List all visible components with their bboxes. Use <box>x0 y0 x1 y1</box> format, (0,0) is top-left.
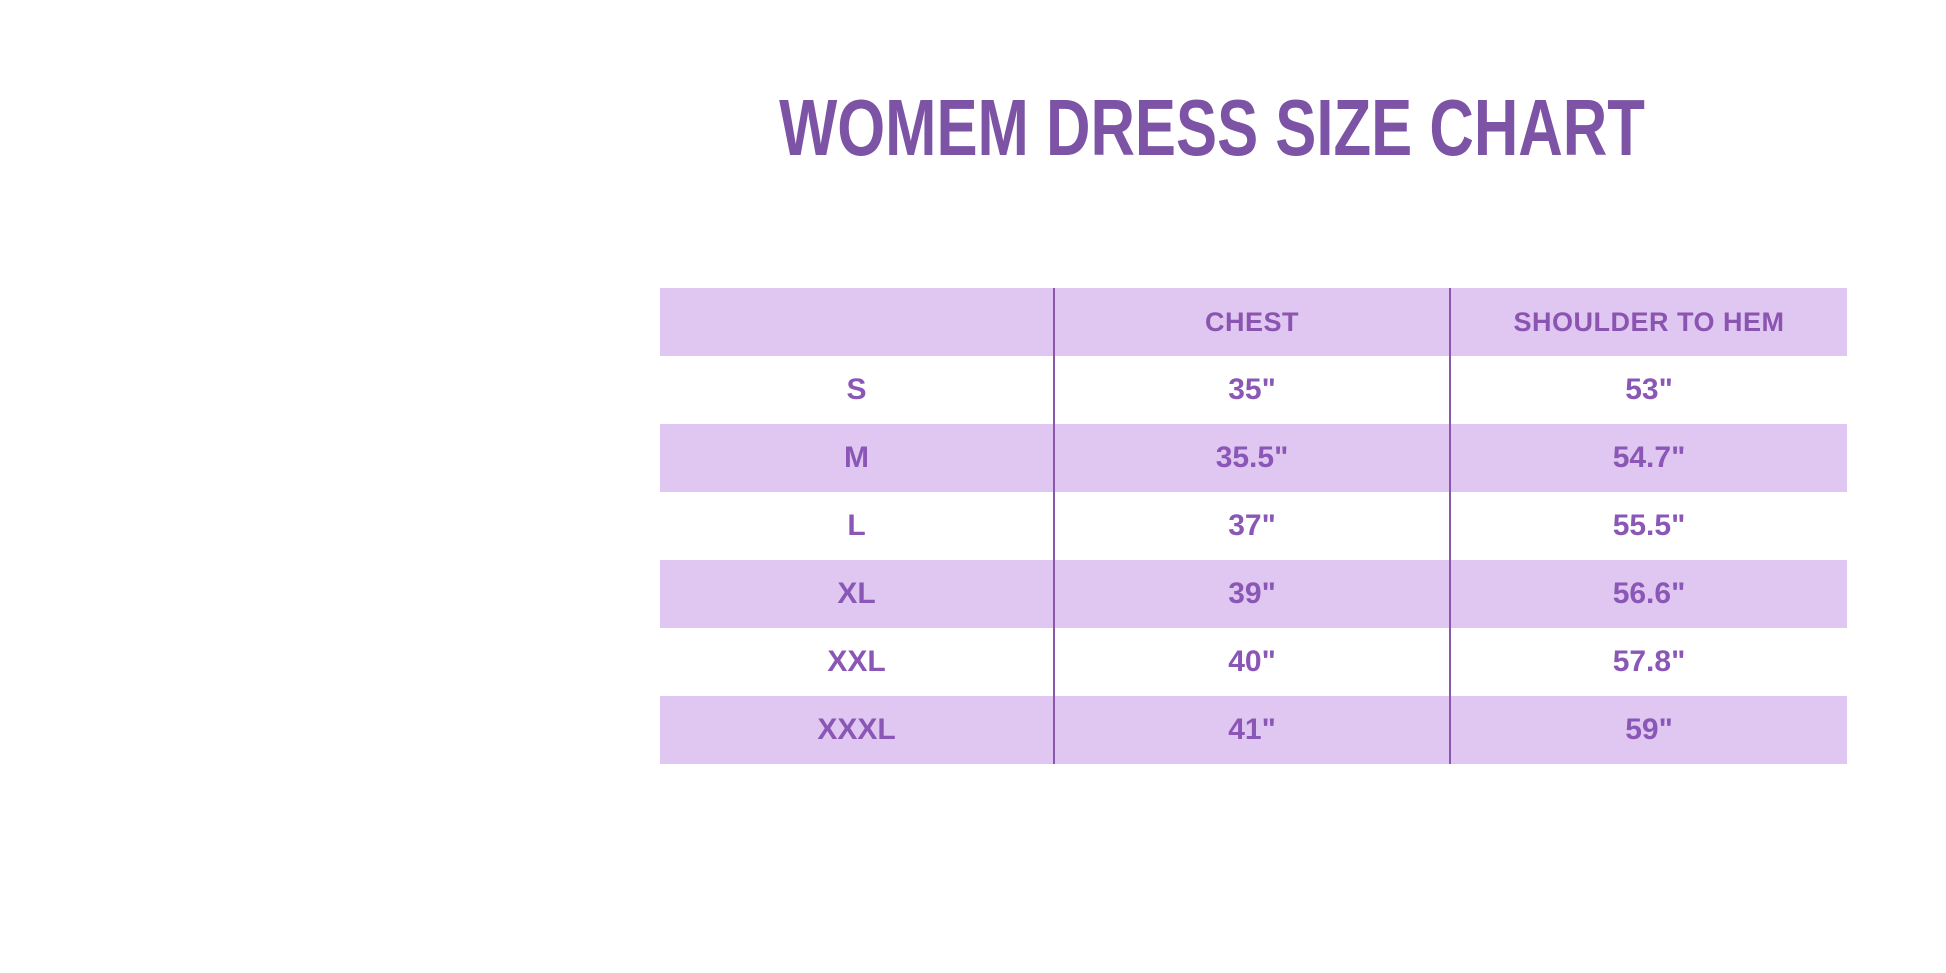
size-label-cell: XXXL <box>817 713 896 746</box>
measurement-cell: 55.5" <box>1449 492 1847 560</box>
measurement-cell: 37" <box>1053 492 1450 560</box>
table-row: S 35" 53" <box>660 356 1847 424</box>
measurement-cell: 59" <box>1449 696 1847 764</box>
size-chart-table: CHEST SHOULDER TO HEM S 35" 53" M 35.5" 54.7"… <box>660 288 1847 764</box>
measurement-cell: 41" <box>1053 696 1450 764</box>
size-label-cell: M <box>844 441 869 474</box>
size-label-cell: XL <box>837 577 876 610</box>
column-header-shoulder-to-hem: SHOULDER TO HEM <box>1449 288 1847 356</box>
table-row: XXXL 41" 59" <box>660 696 1847 764</box>
size-chart-table-body: S 35" 53" M 35.5" 54.7" L 37" 55.5" XL 39" 56.6" XXL… <box>660 356 1847 764</box>
measurement-cell: 57.8" <box>1449 628 1847 696</box>
page-title: WOMEM DRESS SIZE CHART <box>779 83 1645 172</box>
table-header-row: CHEST SHOULDER TO HEM <box>660 288 1847 356</box>
measurement-cell: 35.5" <box>1053 424 1450 492</box>
column-header-size <box>660 288 1054 356</box>
measurement-cell: 35" <box>1053 356 1450 424</box>
table-row: L 37" 55.5" <box>660 492 1847 560</box>
table-row: XXL 40" 57.8" <box>660 628 1847 696</box>
size-label-cell: S <box>846 373 867 406</box>
measurement-cell: 53" <box>1449 356 1847 424</box>
measurement-cell: 56.6" <box>1449 560 1847 628</box>
size-label-cell: L <box>847 509 866 542</box>
column-header-chest: CHEST <box>1053 288 1450 356</box>
table-row: M 35.5" 54.7" <box>660 424 1847 492</box>
measurement-cell: 39" <box>1053 560 1450 628</box>
measurement-cell: 54.7" <box>1449 424 1847 492</box>
table-row: XL 39" 56.6" <box>660 560 1847 628</box>
size-chart-table-container: CHEST SHOULDER TO HEM S 35" 53" M 35.5" 54.7"… <box>660 288 1847 764</box>
size-label-cell: XXL <box>827 645 886 678</box>
measurement-cell: 40" <box>1053 628 1450 696</box>
